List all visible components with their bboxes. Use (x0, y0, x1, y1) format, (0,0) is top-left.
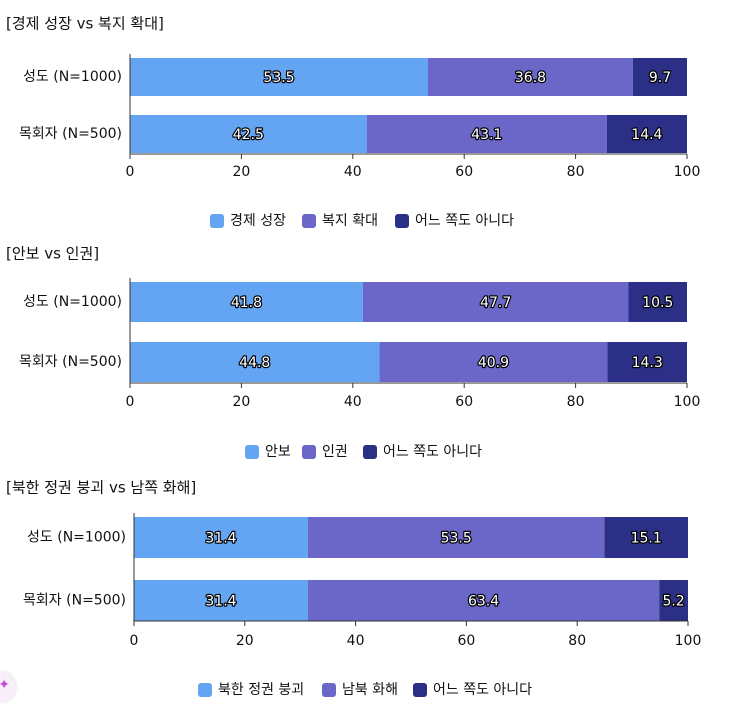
legend-swatch (363, 445, 377, 459)
legend-swatch (413, 683, 427, 697)
data-label: 36.8 (515, 70, 546, 86)
data-label: 14.4 (631, 127, 662, 143)
legend-swatch (198, 683, 212, 697)
bar-segment (130, 115, 367, 153)
sparkle-icon: ✦ (0, 677, 10, 693)
x-tick-label: 40 (344, 164, 362, 180)
bar-segment (362, 282, 629, 322)
data-label: 42.5 (233, 127, 264, 143)
x-tick-label: 20 (232, 394, 250, 410)
data-label: 41.8 (231, 295, 262, 311)
legend-label: 어느 쪽도 아니다 (383, 444, 482, 460)
x-tick-label: 80 (567, 394, 585, 410)
data-label: 5.2 (662, 594, 684, 610)
x-tick-label: 0 (126, 394, 135, 410)
category-label: 성도 (N=1000) (27, 530, 126, 546)
bar-segment (607, 342, 687, 382)
chart-title: [북한 정권 붕괴 vs 남쪽 화해] (6, 479, 196, 497)
legend-label: 안보 (265, 444, 291, 460)
data-label: 31.4 (205, 531, 236, 547)
data-label: 53.5 (263, 70, 294, 86)
bar-segment (134, 580, 308, 621)
legend-label: 경제 성장 (230, 213, 286, 229)
bar-segment (307, 517, 605, 558)
data-label: 14.3 (632, 355, 663, 371)
legend-swatch (245, 445, 259, 459)
category-label: 목회자 (N=500) (23, 593, 126, 609)
x-tick-label: 40 (347, 633, 365, 649)
data-label: 40.9 (478, 355, 509, 371)
x-tick-label: 100 (675, 633, 702, 649)
bar-segment (632, 58, 687, 96)
corner-badge[interactable]: ✦ (0, 672, 16, 702)
bar-segment (130, 342, 380, 382)
legend-swatch (210, 214, 224, 228)
data-label: 10.5 (642, 295, 673, 311)
x-tick-label: 80 (567, 164, 585, 180)
legend-swatch (302, 214, 316, 228)
category-label: 목회자 (N=500) (19, 354, 122, 370)
data-label: 15.1 (631, 531, 662, 547)
bar-segment (130, 58, 428, 96)
data-label: 63.4 (468, 594, 499, 610)
x-tick-label: 60 (457, 633, 475, 649)
legend-label: 인권 (322, 444, 348, 460)
bar-segment (604, 517, 688, 558)
legend-swatch (322, 683, 336, 697)
bar-segment (628, 282, 687, 322)
x-tick-label: 20 (236, 633, 254, 649)
legend-label: 북한 정권 붕괴 (218, 682, 304, 698)
bar-segment (366, 115, 607, 153)
category-label: 성도 (N=1000) (23, 69, 122, 85)
data-label: 53.5 (441, 531, 472, 547)
bar-segment (379, 342, 608, 382)
x-tick-label: 0 (126, 164, 135, 180)
bar-segment (134, 517, 308, 558)
bar-segment (659, 580, 688, 621)
bar-segment (130, 282, 363, 322)
x-tick-label: 20 (232, 164, 250, 180)
x-tick-label: 100 (674, 394, 701, 410)
chart-title: [안보 vs 인권] (6, 245, 99, 263)
legend-label: 어느 쪽도 아니다 (415, 213, 514, 229)
data-label: 44.8 (239, 355, 270, 371)
legend-swatch (302, 445, 316, 459)
legend-label: 복지 확대 (322, 213, 378, 229)
x-tick-label: 0 (130, 633, 139, 649)
category-label: 목회자 (N=500) (19, 126, 122, 142)
legend-label: 어느 쪽도 아니다 (433, 682, 532, 698)
data-label: 9.7 (649, 70, 671, 86)
x-tick-label: 80 (568, 633, 586, 649)
bar-segment (427, 58, 633, 96)
legend-swatch (395, 214, 409, 228)
x-tick-label: 60 (455, 164, 473, 180)
category-label: 성도 (N=1000) (23, 294, 122, 310)
chart-title: [경제 성장 vs 복지 확대] (6, 15, 164, 33)
data-label: 43.1 (471, 127, 502, 143)
x-tick-label: 100 (674, 164, 701, 180)
bar-segment (606, 115, 687, 153)
data-label: 31.4 (205, 594, 236, 610)
x-tick-label: 40 (344, 394, 362, 410)
data-label: 47.7 (480, 295, 511, 311)
bar-segment (307, 580, 660, 621)
x-tick-label: 60 (455, 394, 473, 410)
legend-label: 남북 화해 (342, 682, 398, 698)
